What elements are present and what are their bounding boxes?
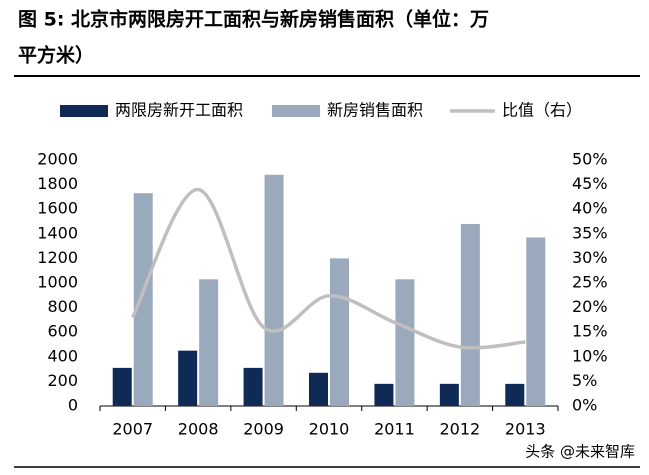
y-tick-label: 400 (47, 346, 78, 365)
y-tick-label: 1000 (37, 273, 78, 292)
chart-title-line1: 图 5: 北京市两限房开工面积与新房销售面积（单位：万 (18, 8, 489, 31)
bar (374, 383, 394, 406)
y2-tick-label: 5% (572, 371, 597, 390)
x-tick-label: 2007 (112, 420, 153, 439)
bar (199, 279, 219, 406)
y2-tick-label: 25% (572, 273, 608, 292)
legend-swatch (272, 105, 320, 117)
y-tick-label: 1600 (37, 199, 78, 218)
y-tick-label: 600 (47, 322, 78, 341)
bar (505, 383, 525, 406)
legend-label: 两限房新开工面积 (115, 101, 243, 120)
bar (264, 174, 284, 406)
bar (460, 223, 480, 406)
y2-tick-label: 15% (572, 322, 608, 341)
y2-tick-label: 45% (572, 174, 608, 193)
bar (243, 367, 263, 406)
line (131, 187, 526, 350)
x-tick-label: 2010 (309, 420, 350, 439)
y-tick-label: 800 (47, 297, 78, 316)
bar (439, 383, 459, 406)
x-tick-label: 2013 (505, 420, 546, 439)
y-tick-label: 2000 (37, 150, 78, 169)
chart-title-line2: 平方米） (18, 44, 94, 67)
x-tick-label: 2008 (178, 420, 219, 439)
x-tick-label: 2009 (243, 420, 284, 439)
y-tick-label: 1200 (37, 248, 78, 267)
y2-tick-label: 10% (572, 346, 608, 365)
y2-tick-label: 30% (572, 248, 608, 267)
watermark: 头条 @未来智库 (525, 443, 635, 461)
legend-label: 比值（右） (502, 101, 582, 120)
y-tick-label: 200 (47, 371, 78, 390)
y2-tick-label: 35% (572, 223, 608, 242)
bar (133, 193, 153, 406)
bar (526, 237, 546, 406)
legend-swatch (60, 105, 108, 117)
bar (112, 367, 132, 406)
x-tick-label: 2012 (439, 420, 480, 439)
bar (395, 279, 415, 406)
y-tick-label: 1400 (37, 223, 78, 242)
legend-label: 新房销售面积 (327, 101, 423, 120)
bar (309, 372, 328, 406)
y2-tick-label: 40% (572, 199, 608, 218)
y2-tick-label: 50% (572, 150, 608, 169)
bar (178, 350, 198, 406)
y-tick-label: 1800 (37, 174, 78, 193)
y2-tick-label: 20% (572, 297, 608, 316)
bar (330, 258, 349, 406)
y-tick-label: 0 (68, 396, 78, 415)
x-tick-label: 2011 (374, 420, 415, 439)
y2-tick-label: 0% (572, 396, 597, 415)
